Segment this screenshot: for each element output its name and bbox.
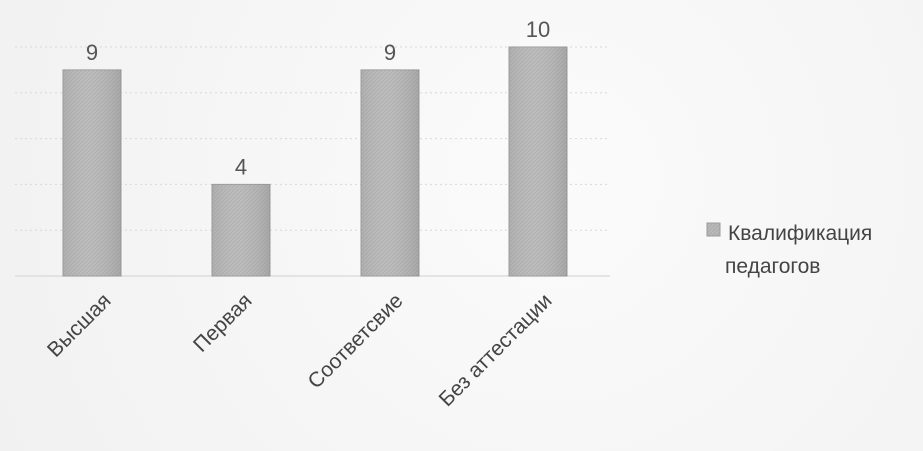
data-label: 4 [235,154,247,179]
data-label: 9 [384,40,396,65]
x-tick-label: Первая [189,289,256,356]
legend: Квалификация педагогов [706,222,872,278]
x-tick-label: Соответсвие [304,289,408,393]
legend-label-line2: педагогов [725,255,820,278]
bar-shade [63,69,121,277]
data-label: 10 [526,17,550,42]
bar-shade [212,184,270,276]
data-labels: 9 4 9 10 [86,17,550,179]
bar-shade [361,69,419,277]
x-tick-label: Высшая [43,289,115,361]
bar-shade [509,47,567,276]
legend-swatch [706,222,721,237]
bars [62,46,568,277]
legend-label-line1: Квалификация [728,222,872,245]
x-axis-tick-labels: Высшая Первая Соответсвие Без аттестации [43,289,556,411]
data-label: 9 [86,40,98,65]
x-tick-label: Без аттестации [435,289,557,411]
